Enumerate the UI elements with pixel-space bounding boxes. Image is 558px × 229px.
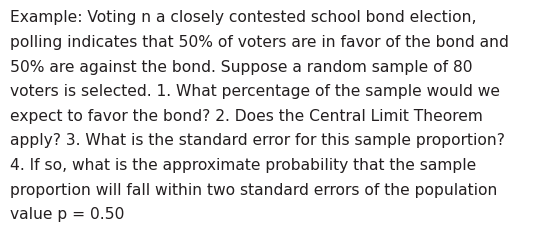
- Text: Example: Voting n a closely contested school bond election,: Example: Voting n a closely contested sc…: [10, 10, 477, 25]
- Text: expect to favor the bond? 2. Does the Central Limit Theorem: expect to favor the bond? 2. Does the Ce…: [10, 108, 483, 123]
- Text: proportion will fall within two standard errors of the population: proportion will fall within two standard…: [10, 182, 497, 197]
- Text: 4. If so, what is the approximate probability that the sample: 4. If so, what is the approximate probab…: [10, 157, 477, 172]
- Text: polling indicates that 50% of voters are in favor of the bond and: polling indicates that 50% of voters are…: [10, 35, 509, 50]
- Text: voters is selected. 1. What percentage of the sample would we: voters is selected. 1. What percentage o…: [10, 84, 500, 99]
- Text: value p = 0.50: value p = 0.50: [10, 206, 124, 221]
- Text: 50% are against the bond. Suppose a random sample of 80: 50% are against the bond. Suppose a rand…: [10, 59, 473, 74]
- Text: apply? 3. What is the standard error for this sample proportion?: apply? 3. What is the standard error for…: [10, 133, 505, 148]
